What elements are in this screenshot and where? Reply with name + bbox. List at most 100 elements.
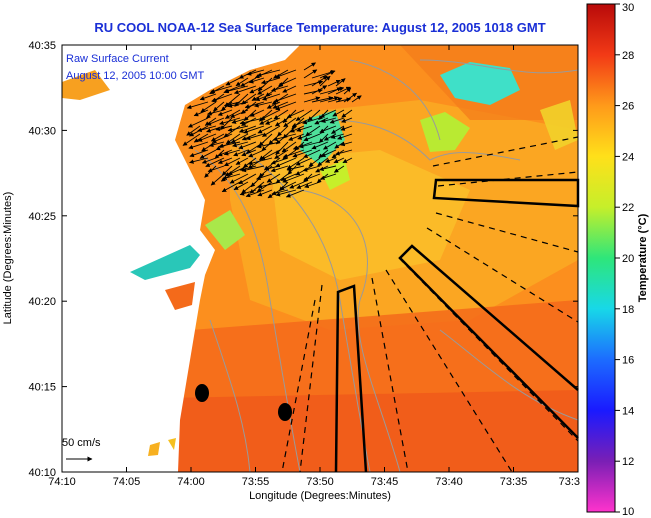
current-vector [230, 109, 249, 118]
current-vector [311, 85, 328, 95]
current-vector [227, 101, 249, 108]
colorbar-ticks: 30 28 26 24 22 20 18 16 14 12 10 [615, 2, 634, 518]
current-vector [248, 157, 273, 166]
current-vector [292, 149, 313, 158]
current-vector [256, 181, 273, 193]
current-vector [200, 101, 217, 113]
current-vector [241, 165, 265, 173]
current-vector [320, 173, 337, 180]
current-vector [246, 141, 265, 154]
current-vector [235, 157, 249, 165]
current-vector [207, 165, 225, 173]
current-vector [262, 93, 281, 101]
current-vector [319, 109, 337, 118]
current-vector [275, 69, 297, 79]
current-vector [295, 157, 313, 166]
survey-box-southeast [398, 244, 579, 439]
y-tick-label: 40:15 [28, 382, 56, 394]
current-vector [319, 96, 339, 103]
current-vector [340, 125, 353, 131]
current-vector [233, 181, 249, 191]
current-vector [193, 109, 209, 117]
current-vector [239, 189, 257, 196]
survey-box-east [432, 178, 580, 208]
current-vector [188, 141, 209, 150]
current-vector [182, 133, 201, 146]
current-vector [343, 92, 357, 103]
current-vector [197, 133, 217, 142]
current-vector [311, 141, 329, 150]
x-tick-label: 73:55 [242, 476, 270, 488]
current-vector [327, 87, 342, 95]
current-vector [233, 149, 249, 157]
radial-dashed-lines [281, 136, 579, 473]
colorbar-tick-label: 30 [622, 2, 634, 14]
x-tick-label: 74:05 [113, 476, 141, 488]
current-vector [249, 109, 265, 117]
colorbar-tick-label: 14 [622, 405, 634, 417]
colorbar-tick-label: 24 [622, 151, 634, 163]
current-vector [257, 125, 273, 134]
current-vector [222, 173, 241, 180]
current-vector [320, 117, 337, 123]
current-vector [303, 88, 323, 95]
current-vector [189, 157, 209, 164]
current-vector [223, 149, 241, 156]
current-vector [230, 133, 249, 144]
current-vector [275, 189, 297, 197]
colorbar-tick-label: 26 [622, 101, 634, 113]
current-vector [208, 141, 225, 148]
current-vector [199, 93, 217, 101]
current-vector [281, 141, 297, 153]
colorbar-tick-label: 12 [622, 456, 634, 468]
current-vector [302, 165, 321, 172]
current-vector [187, 117, 209, 128]
surface-current-vectors [182, 62, 362, 199]
current-vector [325, 157, 337, 163]
current-vector [248, 149, 265, 158]
current-vector [335, 149, 353, 156]
current-vector [201, 157, 217, 164]
current-vector [333, 157, 345, 164]
current-vector [274, 117, 289, 127]
current-vector [186, 125, 201, 136]
y-tick-label: 40:30 [28, 125, 56, 137]
current-vector [189, 149, 209, 158]
colorbar-tick-label: 16 [622, 355, 634, 367]
current-vector [186, 101, 209, 110]
current-vector [206, 125, 225, 133]
current-vector [241, 181, 257, 194]
current-vector [257, 181, 281, 189]
current-vector [303, 149, 321, 158]
current-vector [341, 117, 353, 123]
current-vector [286, 109, 305, 118]
station-marker-2 [278, 403, 292, 421]
current-vector [335, 78, 346, 87]
x-tick-label: 73:50 [306, 476, 334, 488]
current-vector [341, 109, 353, 118]
current-vector [257, 189, 273, 197]
colorbar-tick-label: 28 [622, 50, 634, 62]
current-vector [303, 80, 324, 87]
colorbar [586, 3, 616, 513]
current-vector [271, 85, 289, 92]
current-vector [303, 96, 321, 103]
current-vector [223, 157, 241, 167]
current-vector [342, 157, 353, 164]
sst-field [62, 45, 578, 472]
current-vector [308, 157, 321, 167]
current-vector [256, 141, 281, 149]
current-vector [241, 149, 257, 157]
current-vector [217, 157, 233, 164]
x-tick-label: 74:00 [177, 476, 205, 488]
current-vector [261, 77, 281, 85]
current-vector [343, 87, 352, 95]
x-tick-label: 73:40 [435, 476, 463, 488]
current-vector [211, 93, 233, 103]
current-vector [319, 125, 337, 133]
current-vector [303, 62, 316, 71]
current-vector [217, 109, 233, 116]
colorbar-tick-label: 10 [622, 506, 634, 518]
current-vector [298, 141, 321, 149]
current-vector [271, 93, 289, 105]
